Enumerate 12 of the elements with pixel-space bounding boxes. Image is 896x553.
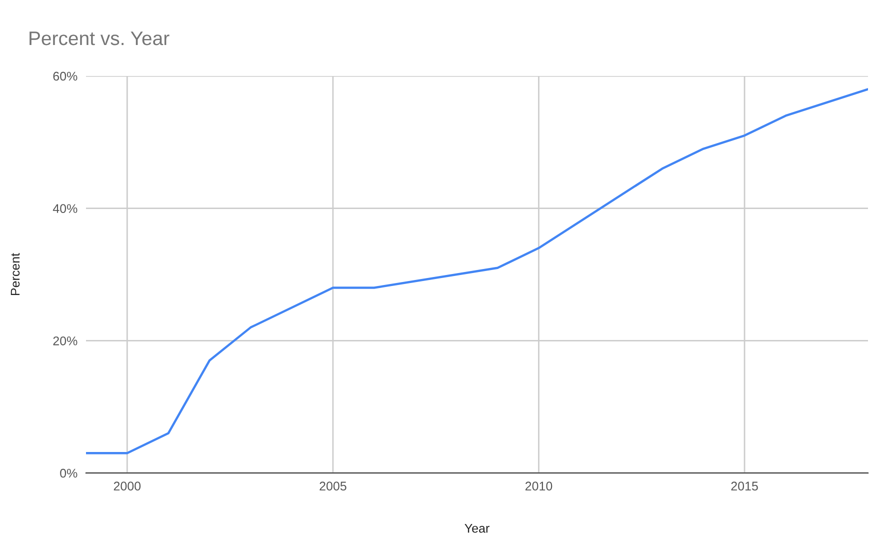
x-tick-label: 2000 <box>114 482 141 491</box>
y-tick-label: 40% <box>52 204 78 213</box>
y-tick-label: 20% <box>53 336 78 346</box>
chart-title: Percent vs. Year <box>30 32 170 46</box>
y-tick-label: 60% <box>53 72 78 81</box>
x-tick-label: 2015 <box>731 482 758 491</box>
y-tick-label: 0% <box>60 468 78 478</box>
x-tick-label: 2010 <box>525 482 552 491</box>
line-series <box>86 88 868 454</box>
x-axis-title: Year <box>464 524 490 533</box>
y-axis-title: Percent <box>10 253 20 296</box>
x-tick-label: 2005 <box>320 482 346 491</box>
